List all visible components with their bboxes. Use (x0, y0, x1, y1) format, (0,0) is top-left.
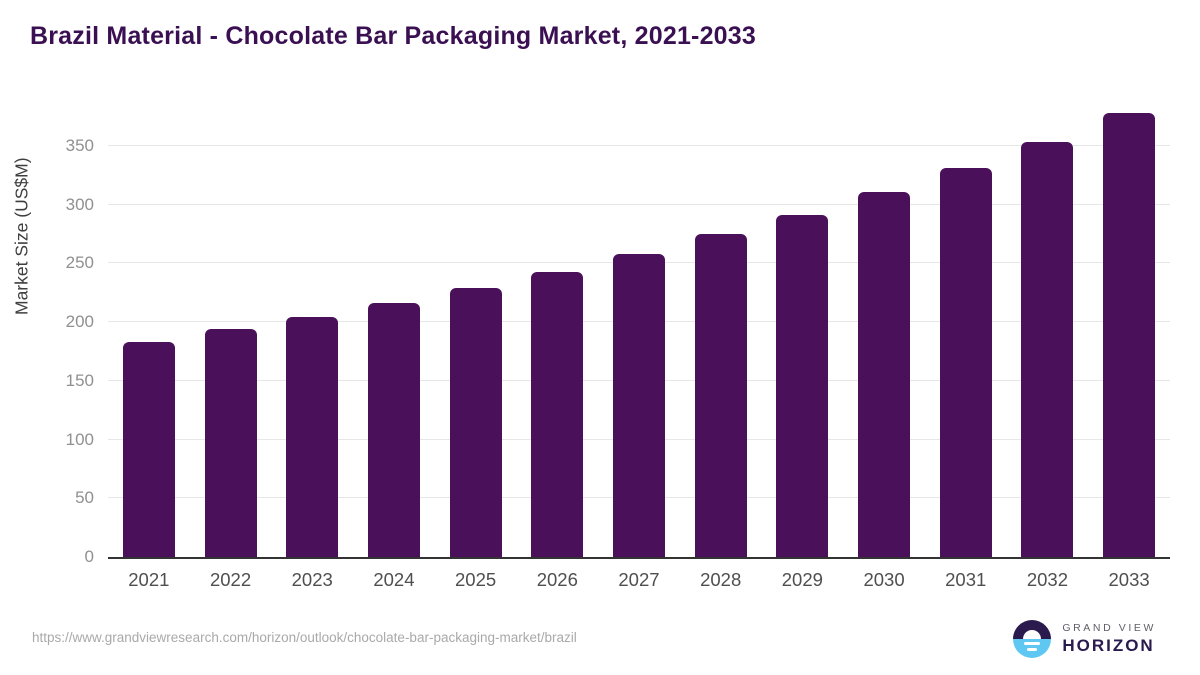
chart-title: Brazil Material - Chocolate Bar Packagin… (30, 22, 756, 50)
bar-slot-2022 (190, 104, 272, 557)
bar-slot-2026 (516, 104, 598, 557)
plot-area: 0 50 100 150 200 250 300 350 2021 2022 2023 2024 20… (66, 104, 1170, 590)
bar-2031 (939, 168, 992, 557)
x-label-2029: 2029 (781, 569, 823, 590)
gridline-300 (108, 203, 1170, 205)
y-tick-350: 350 (65, 136, 94, 155)
bar-slot-2032 (1007, 104, 1089, 557)
bar-2025 (449, 288, 502, 557)
logo-grand-view-text: GRAND VIEW (1062, 622, 1156, 634)
x-label-2024: 2024 (373, 569, 415, 590)
x-label-2030: 2030 (863, 569, 905, 590)
bar-2033 (1103, 113, 1156, 557)
bar-slot-2024 (353, 104, 435, 557)
bar-series (108, 104, 1170, 557)
bar-2029 (776, 215, 829, 557)
x-label-2025: 2025 (455, 569, 497, 590)
bar-slot-2029 (762, 104, 844, 557)
y-tick-200: 200 (65, 312, 94, 332)
source-url: https://www.grandviewresearch.com/horizo… (32, 630, 577, 645)
y-tick-250: 250 (65, 253, 94, 273)
y-tick-100: 100 (65, 429, 94, 449)
logo-horizon-text: HORIZON (1062, 636, 1155, 655)
bar-2023 (286, 317, 339, 557)
x-label-2028: 2028 (700, 569, 742, 590)
bar-slot-2027 (598, 104, 680, 557)
x-label-2026: 2026 (536, 569, 578, 590)
bar-slot-2033 (1088, 104, 1170, 557)
logo-wordmark: GRAND VIEW HORIZON (1062, 622, 1156, 656)
bar-slot-2025 (435, 104, 517, 557)
bar-slot-2031 (925, 104, 1007, 557)
bar-2027 (612, 254, 665, 557)
bar-2030 (858, 191, 911, 557)
x-label-2022: 2022 (209, 569, 252, 590)
horizon-sun-icon (1013, 620, 1052, 658)
x-label-2032: 2032 (1026, 569, 1068, 590)
bar-2032 (1021, 142, 1074, 557)
bar-2026 (531, 271, 584, 557)
x-label-2033: 2033 (1108, 569, 1150, 590)
bar-2021 (122, 342, 175, 557)
logo-reflection-line-2 (1027, 648, 1038, 651)
y-tick-50: 50 (75, 488, 94, 508)
x-label-2027: 2027 (618, 569, 660, 590)
y-tick-150: 150 (65, 370, 94, 390)
x-axis-labels: 2021 2022 2023 2024 2025 2026 2027 2028 2029 2030… (108, 569, 1170, 591)
bar-slot-2023 (271, 104, 353, 557)
logo-sky-half (1013, 620, 1052, 639)
y-tick-0: 0 (84, 547, 94, 566)
logo-sun-dome (1023, 630, 1042, 639)
bar-2024 (367, 303, 420, 557)
grandview-horizon-logo: GRAND VIEW HORIZON (1013, 620, 1156, 658)
x-label-2021: 2021 (128, 569, 170, 590)
bar-slot-2030 (843, 104, 925, 557)
x-label-2031: 2031 (945, 569, 987, 590)
y-tick-300: 300 (65, 194, 94, 214)
bar-2022 (204, 329, 257, 557)
gridline-350 (108, 145, 1170, 146)
bar-slot-2028 (680, 104, 762, 557)
bar-slot-2021 (108, 104, 190, 557)
x-label-2023: 2023 (291, 569, 333, 590)
y-axis-title: Market Size (US$M) (11, 157, 32, 315)
bar-2028 (694, 234, 747, 557)
logo-reflection-line-1 (1024, 642, 1041, 645)
